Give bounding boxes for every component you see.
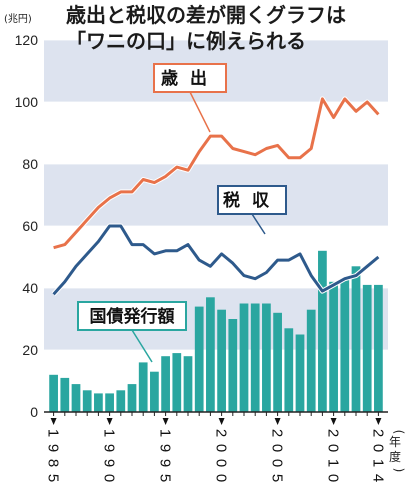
bond-bar	[262, 303, 271, 412]
tax-pointer	[251, 213, 266, 235]
bond-bar	[94, 393, 103, 412]
tax-label-box	[217, 185, 287, 215]
tax-line	[52, 224, 380, 296]
x-tick-label-char: 5	[157, 474, 174, 482]
bonds-label-box	[77, 301, 187, 331]
bond-bar	[138, 362, 148, 412]
x-tick-arrow	[50, 418, 57, 425]
bond-bar	[340, 278, 350, 412]
bond-bar	[284, 328, 294, 412]
x-tick-arrow	[330, 418, 337, 425]
bond-bar	[295, 334, 305, 412]
x-tick-label-char: 2	[369, 429, 386, 437]
x-tick-label-char: 1	[157, 429, 174, 437]
x-tick-label-char: 0	[213, 474, 230, 482]
bond-bar	[306, 309, 316, 412]
x-unit-close-paren: )	[392, 468, 405, 473]
x-tick-label-char: 8	[45, 459, 62, 467]
x-tick-label-char: 1	[369, 459, 386, 467]
y-unit-label: (兆円)	[4, 13, 32, 25]
background-band	[44, 164, 388, 226]
expenditure-line	[53, 97, 380, 250]
x-tick-arrow	[218, 418, 225, 425]
bond-bar	[250, 303, 260, 412]
x-tick-label-char: 5	[45, 474, 62, 482]
x-tick-label-char: 4	[369, 474, 386, 482]
x-tick-label-char: 9	[101, 459, 118, 467]
bond-bar	[374, 284, 383, 412]
bond-bar	[318, 250, 327, 412]
tax-label: 税収	[223, 190, 281, 211]
bond-bar	[362, 284, 372, 412]
x-tick-arrow	[162, 418, 169, 425]
y-axis: 0 20 40 60 80 100 120	[15, 32, 39, 420]
chart-title-line1: 歳出と税収の差が開くグラフは	[66, 3, 346, 27]
x-tick-arrow	[106, 418, 113, 425]
bond-bar	[329, 281, 338, 412]
bars-group	[49, 250, 383, 412]
y-tick-label: 100	[15, 94, 39, 110]
bond-bar	[60, 377, 70, 412]
bond-bar	[105, 393, 114, 412]
x-tick-label-char: 9	[45, 444, 62, 452]
bond-bar	[161, 356, 170, 412]
x-tick-label-char: 0	[213, 444, 230, 452]
expenditure-pointer	[189, 91, 211, 133]
bond-bar	[217, 309, 226, 412]
bond-bar	[194, 306, 204, 412]
bond-bar	[228, 319, 238, 412]
bond-bar	[127, 384, 137, 412]
bond-bar	[206, 297, 215, 412]
y-tick-label: 20	[22, 342, 38, 358]
expenditure-label: 歳出	[161, 68, 219, 89]
bond-bar	[71, 384, 81, 412]
x-unit-open-paren: (	[392, 430, 405, 435]
bond-bar	[239, 303, 249, 412]
y-tick-label: 120	[15, 32, 39, 48]
x-tick-label-char: 0	[269, 459, 286, 467]
bond-bar	[172, 353, 182, 412]
y-tick-label: 0	[30, 404, 38, 420]
y-tick-label: 80	[22, 156, 38, 172]
x-tick-label-char: 9	[157, 459, 174, 467]
x-tick-label-char: 0	[101, 474, 118, 482]
expenditure-label-box	[153, 63, 227, 93]
bond-bar	[150, 371, 159, 412]
x-tick-label-char: 0	[325, 444, 342, 452]
chart-title-line2: 「ワニの口」に例えられる	[66, 29, 306, 53]
bond-bar	[116, 390, 126, 412]
bond-bar	[351, 266, 361, 412]
x-axis: 1 9 8 5 1 9 9 0 1 9 9 5 2 0 0 0 2 0 0 5 2 0 1 0 2 0 1 4	[44, 411, 388, 482]
x-tick-label-char: 0	[213, 459, 230, 467]
lines-group	[51, 96, 381, 296]
x-tick-label-char: 0	[369, 444, 386, 452]
bonds-pointer	[131, 329, 153, 363]
x-tick-label-char: 2	[213, 429, 230, 437]
x-tick-label-char: 1	[45, 429, 62, 437]
x-tick-label-char: 2	[269, 429, 286, 437]
x-tick-label-char: 2	[325, 429, 342, 437]
bonds-label: 国債発行額	[90, 306, 175, 327]
x-unit-char-1: 年	[389, 435, 401, 449]
bond-bar	[273, 312, 282, 412]
x-tick-label-char: 0	[325, 474, 342, 482]
y-tick-label: 60	[22, 218, 38, 234]
x-unit-char-2: 度	[389, 449, 401, 464]
x-tick-arrow	[375, 418, 382, 425]
x-tick-label-char: 9	[157, 444, 174, 452]
x-tick-label-char: 1	[101, 429, 118, 437]
x-tick-label-char: 0	[269, 444, 286, 452]
x-tick-label-char: 1	[325, 459, 342, 467]
x-tick-arrow	[274, 418, 281, 425]
y-tick-label: 40	[22, 280, 38, 296]
bond-bar	[49, 374, 58, 412]
x-tick-label-char: 9	[101, 444, 118, 452]
bond-bar	[183, 356, 193, 412]
x-tick-label-char: 5	[269, 474, 286, 482]
bond-bar	[82, 390, 92, 412]
x-unit-label: ( 年 度 )	[389, 430, 405, 473]
